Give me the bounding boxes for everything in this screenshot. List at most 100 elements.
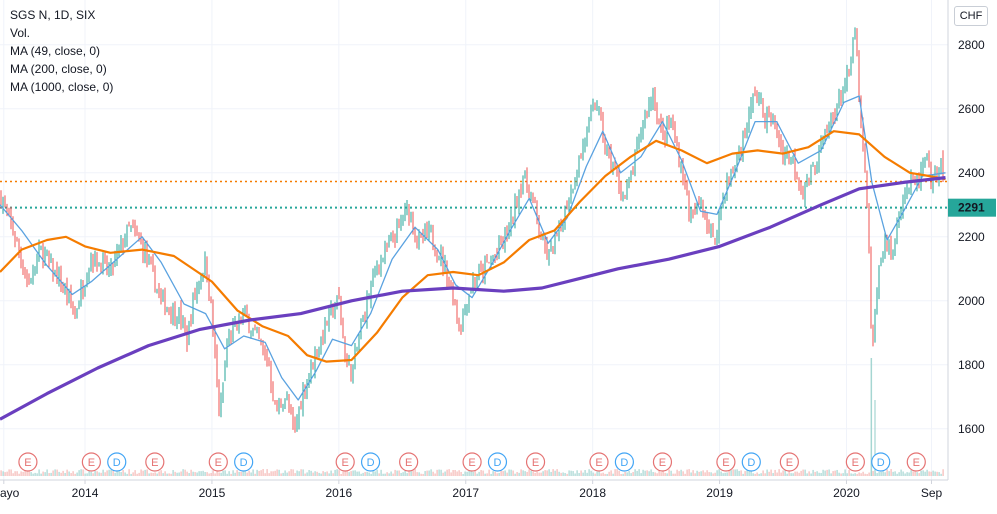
volume-bar [794, 471, 796, 476]
volume-bar [756, 472, 758, 476]
volume-bar [76, 472, 78, 476]
event-label: E [405, 457, 412, 469]
dividend-marker[interactable]: D [871, 452, 891, 472]
volume-bar [306, 472, 308, 476]
volume-bar [146, 469, 148, 476]
volume-bar [660, 472, 662, 476]
volume-bar [456, 471, 458, 476]
volume-bar [672, 473, 674, 476]
volume-bar [238, 471, 240, 476]
earnings-marker[interactable]: E [906, 452, 926, 472]
volume-bar [882, 471, 884, 476]
volume-bar [242, 470, 244, 476]
volume-bar [436, 469, 438, 476]
volume-bar [352, 470, 354, 476]
event-circle [234, 452, 254, 472]
earnings-marker[interactable]: E [716, 452, 736, 472]
volume-bar [590, 470, 592, 476]
volume-bar [628, 470, 630, 476]
volume-bar [350, 471, 352, 476]
legend-ma1000[interactable]: MA (1000, close, 0) [10, 80, 114, 94]
volume-bar [782, 470, 784, 476]
volume-bar [772, 473, 774, 476]
volume-bar [850, 473, 852, 476]
volume-bar [126, 473, 128, 476]
dividend-marker[interactable]: D [487, 452, 508, 472]
volume-bar [94, 470, 96, 476]
volume-bar [676, 469, 678, 476]
volume-bar [42, 471, 44, 476]
y-tick-label: 2400 [958, 166, 985, 180]
earnings-marker[interactable]: E [652, 452, 673, 472]
dividend-marker[interactable]: D [107, 452, 127, 472]
volume-bar [614, 469, 616, 476]
volume-bar [214, 473, 216, 476]
volume-bar [902, 471, 904, 476]
currency-badge[interactable]: CHF [954, 6, 988, 26]
legend-symbol[interactable]: SGS N, 1D, SIX [10, 8, 96, 22]
volume-bar [866, 473, 868, 476]
y-tick-label: 2800 [958, 38, 985, 52]
volume-bar [740, 470, 742, 476]
earnings-marker[interactable]: E [845, 452, 865, 472]
volume-bar [268, 473, 270, 476]
volume-bar [646, 470, 648, 476]
axes: 1600 1800 2000 2200 2400 2600 2800 ayo 2014 2015 2… [0, 0, 996, 500]
volume-bar-spike [870, 358, 873, 476]
volume-bar [210, 472, 212, 476]
event-circle [525, 452, 546, 472]
last-price-tag [948, 198, 996, 217]
volume-bar [356, 471, 358, 476]
volume-bar [148, 473, 150, 476]
earnings-marker[interactable]: E [779, 452, 799, 472]
volume-bar [528, 469, 530, 476]
volume-bar [28, 470, 30, 476]
volume-bar [164, 471, 166, 476]
volume-bar [58, 471, 60, 476]
volume-bar [540, 472, 542, 476]
volume-bar [378, 473, 380, 476]
volume-bar [774, 469, 776, 476]
volume-bar [120, 472, 122, 476]
volume-bar [298, 471, 300, 476]
volume-bar [798, 472, 800, 476]
earnings-marker[interactable]: E [462, 452, 482, 472]
volume-bar [680, 469, 682, 476]
volume-bar [616, 469, 618, 476]
dividend-marker[interactable]: D [234, 452, 254, 472]
volume-bar [440, 469, 442, 476]
legend-ma49[interactable]: MA (49, close, 0) [10, 44, 101, 58]
earnings-marker[interactable]: E [145, 452, 165, 472]
dividend-marker[interactable]: D [360, 452, 381, 472]
earnings-marker[interactable]: E [208, 452, 228, 472]
volume-bar [392, 473, 394, 476]
volume-bar [12, 473, 14, 476]
dividend-marker[interactable]: D [741, 452, 761, 472]
earnings-marker[interactable]: E [18, 452, 38, 472]
volume-bar [514, 473, 516, 476]
volume-bar [868, 472, 870, 476]
volume-bar [576, 470, 578, 476]
volume-bar [910, 470, 912, 476]
earnings-marker[interactable]: E [81, 452, 101, 472]
legend-volume[interactable]: Vol. [10, 26, 31, 40]
volume-bar [904, 473, 906, 476]
volume-bar [192, 471, 194, 476]
earnings-marker[interactable]: E [335, 452, 355, 472]
volume-bar [296, 470, 298, 476]
earnings-marker[interactable]: E [399, 452, 419, 472]
volume-bar [134, 470, 136, 476]
dividend-marker[interactable]: D [614, 452, 634, 472]
volume-bar [6, 471, 8, 476]
earnings-marker[interactable]: E [525, 452, 546, 472]
event-circle [871, 452, 891, 472]
volume-bar [666, 473, 668, 476]
legend-ma200[interactable]: MA (200, close, 0) [10, 62, 107, 76]
x-tick-label: ayo [0, 486, 20, 500]
event-label: E [24, 457, 31, 469]
earnings-marker[interactable]: E [589, 452, 609, 472]
volume-bar [328, 473, 330, 476]
